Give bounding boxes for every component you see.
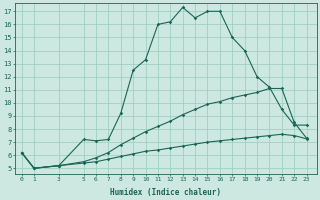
X-axis label: Humidex (Indice chaleur): Humidex (Indice chaleur) (110, 188, 221, 197)
